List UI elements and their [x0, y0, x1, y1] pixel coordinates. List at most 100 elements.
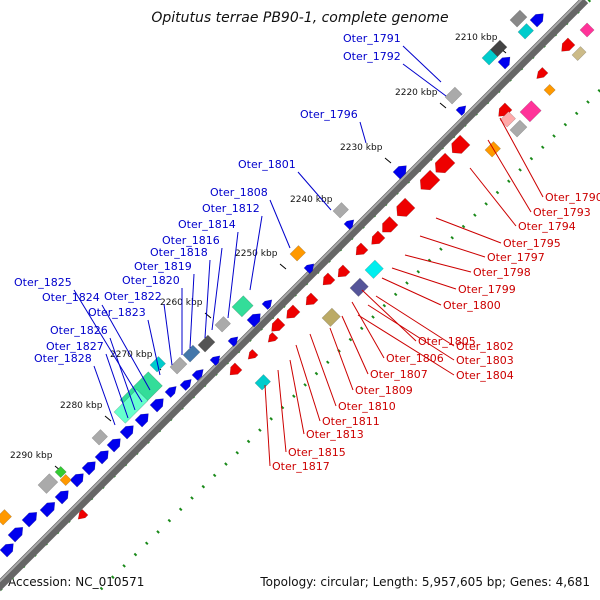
reverse-gene: [451, 134, 471, 154]
reverse-gene-label[interactable]: Oter_1803: [456, 354, 514, 367]
forward-gene: [54, 465, 67, 479]
accession-text: Accession: NC_010571: [8, 575, 144, 589]
forward-gene: [261, 299, 273, 311]
forward-gene-label[interactable]: Oter_1824: [42, 291, 100, 304]
reverse-gene-label[interactable]: Oter_1815: [288, 446, 346, 459]
kbp-tick-label: 2290 kbp: [10, 451, 53, 461]
reverse-gene: [305, 292, 319, 306]
forward-gene: [191, 369, 204, 382]
forward-gene-label[interactable]: Oter_1819: [134, 260, 192, 273]
reverse-gene-label[interactable]: Oter_1810: [338, 400, 396, 413]
forward-gene: [164, 386, 177, 399]
forward-gene: [289, 245, 306, 262]
reverse-label-leader: [381, 277, 442, 306]
reverse-gene: [484, 141, 501, 158]
reverse-gene-label[interactable]: Oter_1799: [458, 283, 516, 296]
forward-gene-label[interactable]: Oter_1796: [300, 108, 358, 121]
forward-gene: [54, 490, 69, 505]
forward-label-leader: [249, 215, 263, 291]
kbp-tick-mark: [439, 102, 447, 109]
kbp-tick-label: 2240 kbp: [290, 195, 333, 205]
forward-label-leader: [402, 63, 447, 97]
forward-label-leader: [101, 304, 151, 391]
reverse-gene: [77, 508, 89, 520]
reverse-gene-label[interactable]: Oter_1817: [272, 460, 330, 473]
reverse-gene: [355, 242, 369, 256]
forward-gene-label[interactable]: Oter_1826: [50, 324, 108, 337]
forward-gene: [481, 49, 498, 66]
reverse-label-leader: [499, 117, 544, 198]
forward-gene-label[interactable]: Oter_1828: [34, 352, 92, 365]
forward-gene-label[interactable]: Oter_1820: [122, 274, 180, 287]
forward-gene: [39, 501, 56, 518]
reverse-gene-label[interactable]: Oter_1813: [306, 428, 364, 441]
reverse-gene: [364, 259, 384, 279]
forward-gene-label[interactable]: Oter_1827: [46, 340, 104, 353]
forward-label-leader: [189, 273, 195, 349]
reverse-gene-label[interactable]: Oter_1805: [418, 335, 476, 348]
reverse-gene-label[interactable]: Oter_1795: [503, 237, 561, 250]
reverse-label-leader: [469, 167, 517, 227]
forward-strand-genes: [0, 9, 544, 558]
reverse-gene-label[interactable]: Oter_1807: [370, 368, 428, 381]
reverse-gene-label[interactable]: Oter_1802: [456, 340, 514, 353]
reverse-gene: [271, 317, 286, 332]
reverse-label-leader: [419, 235, 486, 258]
reverse-gene-label[interactable]: Oter_1794: [518, 220, 576, 233]
reverse-label-leader: [329, 327, 354, 391]
forward-gene: [59, 473, 72, 487]
forward-gene-label[interactable]: Oter_1801: [238, 158, 296, 171]
reverse-gene: [434, 152, 456, 174]
forward-gene-label[interactable]: Oter_1823: [88, 306, 146, 319]
kbp-tick-label: 2210 kbp: [455, 33, 498, 43]
forward-gene-label[interactable]: Oter_1814: [178, 218, 236, 231]
forward-gene-label[interactable]: Oter_1791: [343, 32, 401, 45]
reverse-gene-label[interactable]: Oter_1793: [533, 206, 591, 219]
reverse-gene-label[interactable]: Oter_1800: [443, 299, 501, 312]
kbp-tick-label: 2220 kbp: [395, 88, 438, 98]
forward-gene-label[interactable]: Oter_1792: [343, 50, 401, 63]
reverse-gene: [321, 307, 341, 327]
forward-gene-label[interactable]: Oter_1822: [104, 290, 162, 303]
reverse-gene-label[interactable]: Oter_1790: [545, 191, 600, 204]
forward-gene: [444, 86, 463, 105]
forward-gene: [197, 334, 216, 353]
reverse-label-leader: [295, 344, 321, 422]
forward-gene: [0, 543, 14, 558]
forward-gene: [497, 56, 511, 70]
kbp-tick-label: 2250 kbp: [235, 249, 278, 259]
reverse-gene: [337, 264, 351, 278]
reverse-gene-label[interactable]: Oter_1798: [473, 266, 531, 279]
reverse-gene: [536, 66, 549, 79]
forward-gene-label[interactable]: Oter_1808: [210, 186, 268, 199]
forward-gene: [231, 295, 254, 318]
reverse-gene-label[interactable]: Oter_1797: [487, 251, 545, 264]
forward-gene-label[interactable]: Oter_1812: [202, 202, 260, 215]
reverse-label-leader: [404, 254, 472, 273]
forward-gene: [179, 379, 192, 392]
forward-gene-label[interactable]: Oter_1825: [14, 276, 72, 289]
reverse-label-leader: [351, 301, 385, 359]
forward-gene: [343, 219, 355, 231]
reverse-gene-label[interactable]: Oter_1811: [322, 415, 380, 428]
reverse-label-leader: [487, 139, 532, 213]
reverse-label-leader: [289, 359, 305, 435]
forward-label-leader: [73, 289, 143, 403]
forward-gene: [7, 526, 24, 543]
forward-gene: [94, 450, 109, 465]
forward-label-leader: [109, 337, 136, 411]
forward-label-leader: [297, 171, 332, 211]
genome-backbone: [0, 0, 589, 592]
reverse-gene-label[interactable]: Oter_1809: [355, 384, 413, 397]
reverse-gene-label[interactable]: Oter_1806: [386, 352, 444, 365]
forward-gene: [392, 165, 407, 180]
forward-gene-label[interactable]: Oter_1816: [162, 234, 220, 247]
reverse-gene: [247, 348, 259, 360]
reverse-gene-label[interactable]: Oter_1804: [456, 369, 514, 382]
reverse-gene: [543, 83, 556, 97]
forward-gene: [134, 413, 149, 428]
kbp-tick-mark: [279, 263, 287, 270]
reverse-gene: [267, 331, 279, 343]
forward-gene-label[interactable]: Oter_1818: [150, 246, 208, 259]
